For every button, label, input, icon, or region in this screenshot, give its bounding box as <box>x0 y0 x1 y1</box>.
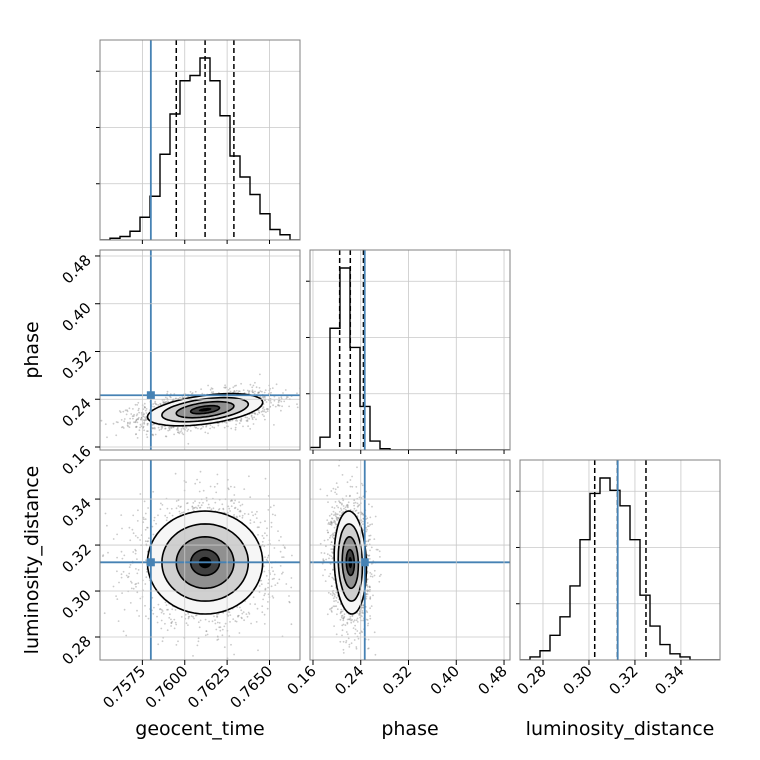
y-tick-label: 0.24 <box>58 394 94 430</box>
contour-line <box>337 523 364 602</box>
contour-line <box>175 400 235 419</box>
x-axis-label-luminosity_distance: luminosity_distance <box>526 718 715 740</box>
panel-phase_vs_geocent_time <box>99 249 301 451</box>
panel-luminosity_distance_vs_phase <box>309 459 511 661</box>
x-tick-label: 0.16 <box>283 662 319 698</box>
density-luminosity_distance_vs_phase <box>310 460 510 660</box>
x-axis-label-phase: phase <box>381 718 438 740</box>
x-tick-label: 0.28 <box>513 662 549 698</box>
y-axis-label-phase: phase <box>21 321 43 378</box>
x-tick-label: 0.32 <box>605 662 641 698</box>
y-tick-label: 0.34 <box>58 494 94 530</box>
x-tick-label: 0.40 <box>427 662 463 698</box>
y-tick-label: 0.32 <box>58 540 94 576</box>
x-tick-label: 0.7575 <box>99 662 149 712</box>
x-tick-label: 0.34 <box>651 662 687 698</box>
y-tick-label: 0.32 <box>58 347 94 383</box>
gridlines <box>312 250 505 450</box>
x-tick-label: 0.30 <box>559 662 595 698</box>
x-tick-label: 0.48 <box>475 662 511 698</box>
histogram-luminosity_distance <box>520 477 720 660</box>
contour-line <box>189 404 221 415</box>
y-axis-label-luminosity_distance: luminosity_distance <box>21 466 43 655</box>
contour-line <box>341 535 360 590</box>
panel-luminosity_distance_vs_geocent_time <box>99 459 301 661</box>
x-tick-label: 0.7650 <box>226 662 276 712</box>
y-tick-label: 0.48 <box>58 251 94 287</box>
y-tick-label: 0.30 <box>58 586 94 622</box>
x-tick-label: 0.32 <box>379 662 415 698</box>
gridlines <box>542 460 682 660</box>
contour-line <box>146 392 264 427</box>
histogram-panel-geocent_time <box>99 39 301 241</box>
contour-line <box>345 548 356 577</box>
truth-marker <box>146 391 155 400</box>
y-tick-label: 0.40 <box>58 299 94 335</box>
gridlines <box>100 460 300 660</box>
density-phase_vs_geocent_time <box>100 250 300 450</box>
truth-marker <box>146 558 155 567</box>
histogram-phase <box>310 267 510 450</box>
gridlines <box>100 250 300 450</box>
histogram-panel-luminosity_distance <box>519 459 721 661</box>
truth-marker <box>360 558 369 567</box>
gridlines <box>310 460 510 660</box>
x-axis-label-geocent_time: geocent_time <box>135 718 264 740</box>
density-peak <box>198 407 212 412</box>
y-tick-label: 0.16 <box>58 442 94 478</box>
density-luminosity_distance_vs_geocent_time <box>100 460 300 660</box>
histogram-panel-phase <box>309 249 511 451</box>
gridlines <box>141 40 270 240</box>
x-tick-label: 0.24 <box>331 662 367 698</box>
histogram-geocent_time <box>100 57 300 240</box>
y-tick-label: 0.28 <box>58 632 94 668</box>
x-tick-label: 0.7625 <box>184 662 234 712</box>
x-tick-label: 0.7600 <box>142 662 192 712</box>
